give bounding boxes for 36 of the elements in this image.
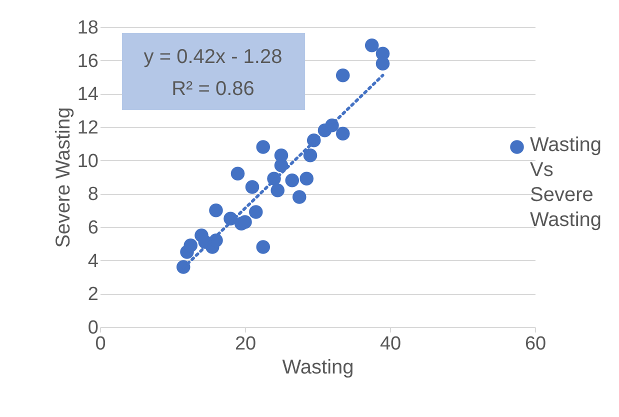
point xyxy=(256,140,270,154)
legend-label: Wasting Vs Severe Wasting xyxy=(530,134,602,231)
point xyxy=(376,56,390,71)
point xyxy=(300,172,314,186)
y-tick-label: 18 xyxy=(77,18,98,38)
point xyxy=(303,148,318,162)
x-tick-label: 40 xyxy=(380,334,402,354)
y-tick-label: 4 xyxy=(88,250,99,272)
y-tick-label: 14 xyxy=(77,84,99,106)
point xyxy=(238,215,252,229)
point xyxy=(364,38,379,52)
point xyxy=(209,203,223,218)
point xyxy=(184,238,198,252)
y-axis-title: Severe Wasting xyxy=(52,107,74,248)
x-axis-title: Wasting xyxy=(282,356,354,378)
point xyxy=(292,190,306,204)
point xyxy=(270,183,285,198)
point xyxy=(336,126,350,141)
y-tick-label: 12 xyxy=(77,118,98,138)
y-tick-label: 10 xyxy=(77,150,98,172)
y-tick-label: 6 xyxy=(88,218,98,238)
y-tick-label: 8 xyxy=(88,184,98,206)
point xyxy=(336,68,350,82)
annotation: y = 0.42x - 1.28 xyxy=(144,46,282,68)
point xyxy=(274,148,288,162)
y-tick-label: 0 xyxy=(88,318,98,338)
y-tick-label: 16 xyxy=(77,50,98,72)
point xyxy=(248,205,263,219)
y-tick-label: 2 xyxy=(88,284,98,306)
point xyxy=(245,180,260,194)
point xyxy=(230,166,245,181)
x-tick-label: 20 xyxy=(234,334,256,354)
annotation: R² = 0.86 xyxy=(172,78,254,100)
point xyxy=(256,240,270,254)
x-tick-label: 60 xyxy=(524,334,546,354)
point xyxy=(285,173,300,188)
